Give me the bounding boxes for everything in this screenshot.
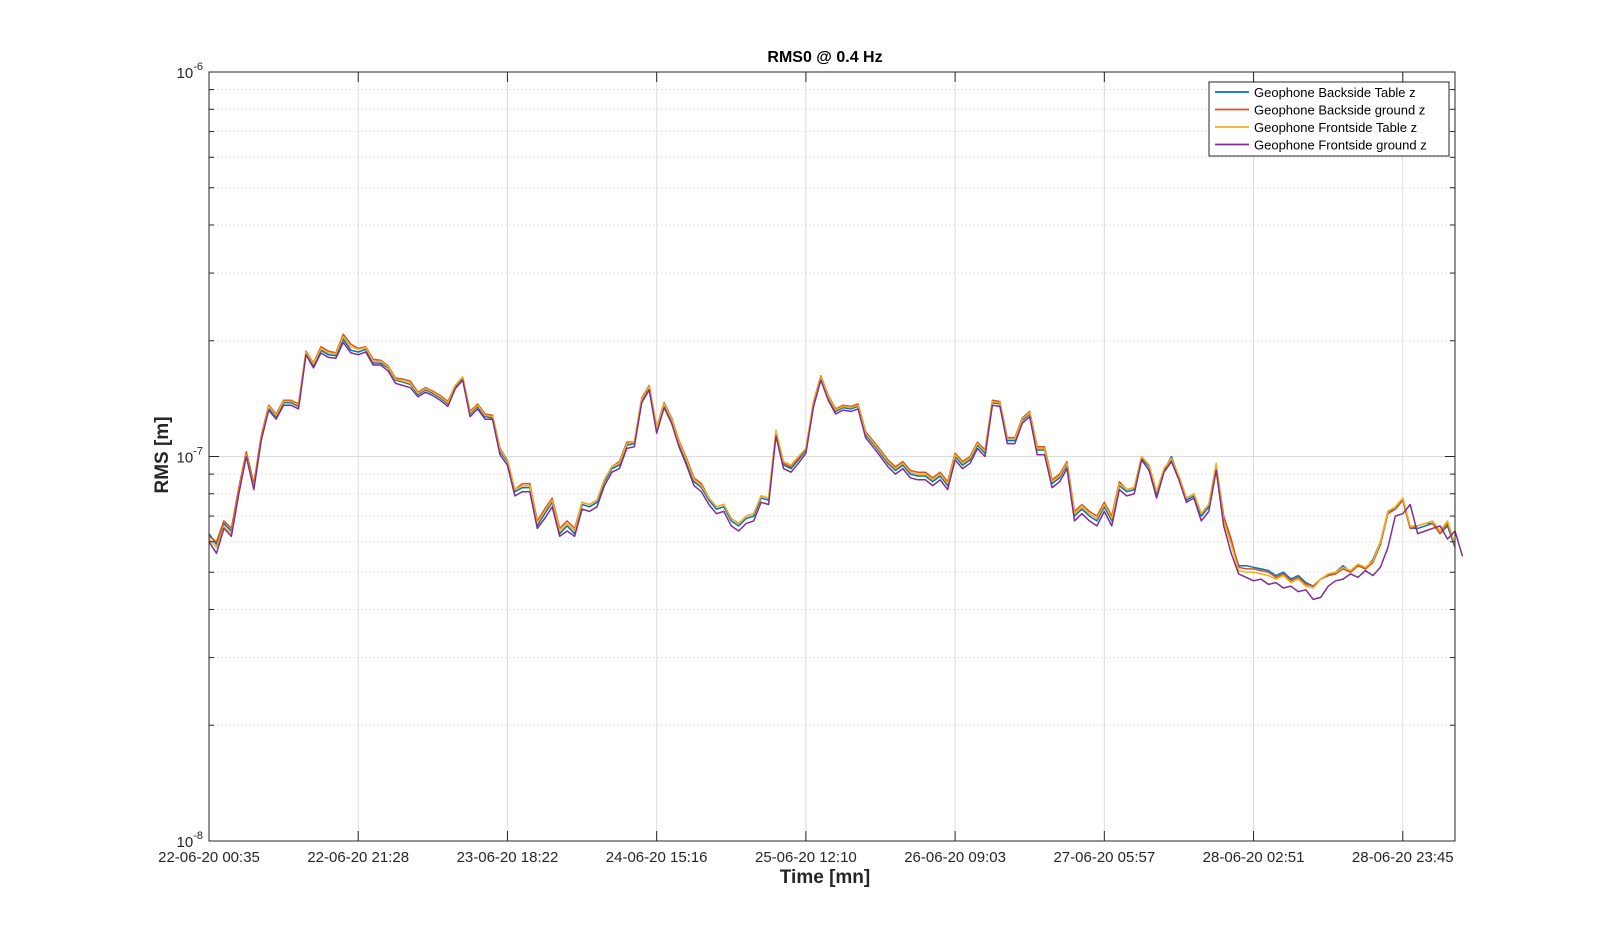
legend-entry-2: Geophone Backside ground z xyxy=(1254,103,1425,118)
chart-title: RMS0 @ 0.4 Hz xyxy=(767,49,882,66)
series-layer xyxy=(208,333,1464,601)
x-tick-label: 22-06-20 00:35 xyxy=(158,849,260,866)
x-tick-label: 23-06-20 18:22 xyxy=(457,849,559,866)
x-tick-label: 26-06-20 09:03 xyxy=(904,849,1006,866)
grid-layer xyxy=(208,71,1455,842)
ticks-layer: 10-810-710-622-06-20 00:35 22-06-20 21:28… xyxy=(158,61,1455,866)
legend-entry-4: Geophone Frontside ground z xyxy=(1254,138,1427,153)
series-line-4 xyxy=(208,341,1464,601)
y-tick-label: 10-7 xyxy=(177,446,203,467)
y-tick-label-base: 10 xyxy=(177,450,194,467)
legend: Geophone Backside Table z Geophone Backsi… xyxy=(1208,81,1450,157)
y-tick-label: 10-8 xyxy=(177,830,203,851)
x-axis-label: Time [mn] xyxy=(780,867,870,888)
y-tick-label-base: 10 xyxy=(177,834,194,851)
x-tick-label: 28-06-20 23:45 xyxy=(1352,849,1454,866)
legend-entry-1: Geophone Backside Table z xyxy=(1254,85,1416,100)
legend-entry-3: Geophone Frontside Table z xyxy=(1254,120,1417,135)
y-axis-label: RMS [m] xyxy=(152,416,173,493)
y-tick-label-exponent: -6 xyxy=(193,61,203,73)
x-tick-label: 22-06-20 21:28 xyxy=(307,849,409,866)
y-tick-label-base: 10 xyxy=(177,65,194,82)
x-tick-label: 24-06-20 15:16 xyxy=(606,849,708,866)
y-tick-label-exponent: -7 xyxy=(193,446,203,458)
series-line-1 xyxy=(208,338,1456,587)
x-tick-label: 27-06-20 05:57 xyxy=(1053,849,1155,866)
y-tick-label-exponent: -8 xyxy=(193,830,203,842)
x-tick-label: 25-06-20 12:10 xyxy=(755,849,857,866)
y-tick-label: 10-6 xyxy=(177,61,203,82)
series-line-2 xyxy=(208,333,1456,587)
series-line-3 xyxy=(208,335,1456,589)
x-tick-label: 28-06-20 02:51 xyxy=(1203,849,1305,866)
